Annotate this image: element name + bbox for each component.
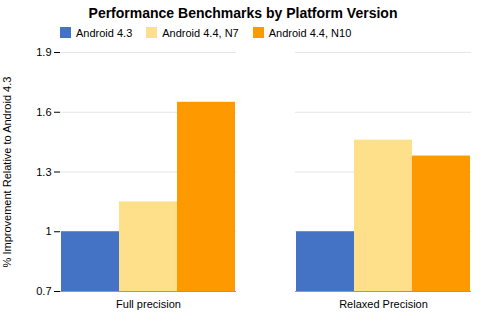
html-text:Performance Benchmarks by Plat: Performance Benchmarks by Platform Versi… bbox=[88, 5, 398, 21]
svg-text:Full precision: Full precision bbox=[116, 298, 181, 310]
svg-text:Relaxed Precision: Relaxed Precision bbox=[339, 298, 428, 310]
svg-text:1.9: 1.9 bbox=[36, 46, 51, 58]
svg-text:% Improvement Relative to Andr: % Improvement Relative to Android 4.3 bbox=[1, 77, 13, 268]
html-text:Android 4.4, N7: Android 4.4, N7 bbox=[162, 27, 239, 39]
svg-text:1.3: 1.3 bbox=[36, 166, 51, 178]
svg-text:1.6: 1.6 bbox=[36, 106, 51, 118]
html-text:Android 4.4, N10: Android 4.4, N10 bbox=[268, 27, 352, 39]
html-text:Android 4.3: Android 4.3 bbox=[76, 27, 133, 39]
svg-text:0.7: 0.7 bbox=[36, 285, 51, 297]
svg-text:1: 1 bbox=[45, 225, 51, 237]
